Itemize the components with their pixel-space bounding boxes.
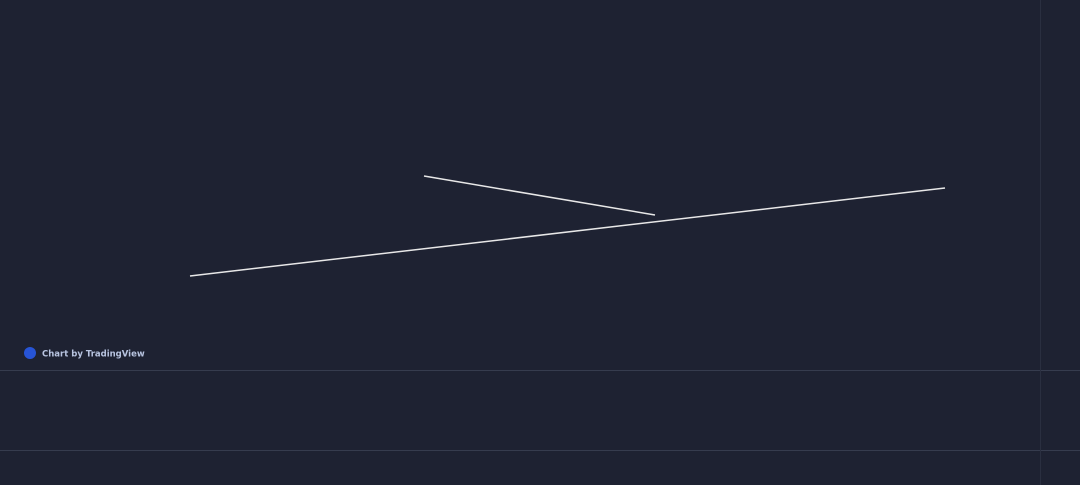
watermark-text: Chart by TradingView bbox=[42, 350, 145, 360]
trendline bbox=[423, 175, 656, 216]
watermark-icon bbox=[24, 347, 36, 359]
watermark: Chart by TradingView bbox=[24, 347, 145, 360]
trendline bbox=[189, 187, 946, 277]
